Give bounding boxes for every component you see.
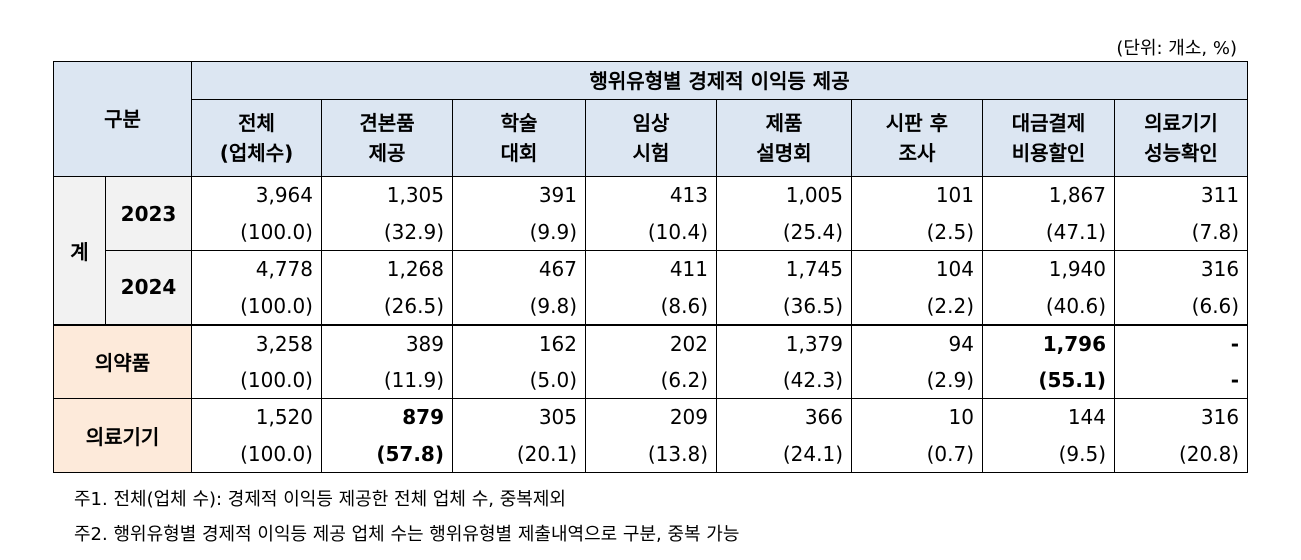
cell-value: 305 [452, 398, 586, 436]
cell-value: 411 [585, 250, 717, 288]
cell-value: 391 [452, 176, 586, 214]
col-header-total: 전체 (업체수) [191, 99, 322, 177]
cell-percent: (25.4) [716, 213, 852, 251]
cell-percent: (100.0) [191, 213, 322, 251]
cell-value: 366 [716, 398, 852, 436]
table-row: (100.0) (57.8) (20.1) (13.8) (24.1) (0.7… [54, 435, 1249, 473]
col-header-device-check: 의료기기 성능확인 [1113, 99, 1249, 177]
cell-percent: (2.9) [851, 361, 983, 399]
table-row: (100.0) (32.9) (9.9) (10.4) (25.4) (2.5)… [54, 213, 1249, 251]
cell-value: 1,745 [716, 250, 852, 288]
cell-value: 209 [585, 398, 717, 436]
header-group-label: 구분 [53, 61, 192, 177]
col-header-discount: 대금결제 비용할인 [982, 99, 1115, 177]
cell-percent: (6.6) [1113, 287, 1249, 325]
cell-value-highlight: 1,796 [982, 323, 1115, 362]
cell-value: 104 [851, 250, 983, 288]
header-super-label: 행위유형별 경제적 이익등 제공 [190, 61, 1249, 100]
footnote-1: 주1. 전체(업체 수): 경제적 이익등 제공한 전체 업체 수, 중복제외 [74, 489, 566, 510]
cell-value: 202 [585, 323, 717, 362]
cell-percent: (2.5) [851, 213, 983, 251]
table-row: 의약품 3,258 389 162 202 1,379 94 1,796 - [53, 323, 1249, 399]
cell-value: 311 [1113, 176, 1249, 214]
table-row: (100.0) (26.5) (9.8) (8.6) (36.5) (2.2) … [54, 287, 1249, 325]
cell-value: 1,520 [191, 398, 322, 436]
cell-percent: (10.4) [585, 213, 717, 251]
table-row: (100.0) (11.9) (5.0) (6.2) (42.3) (2.9) … [54, 361, 1249, 399]
cell-value: 162 [452, 323, 586, 362]
row-label-pharma: 의약품 [53, 323, 192, 399]
table-row: 의료기기 1,520 879 305 209 366 10 144 316 [53, 398, 1249, 473]
cell-percent: (40.6) [982, 287, 1115, 325]
cell-percent: (36.5) [716, 287, 852, 325]
cell-percent-highlight: (57.8) [321, 435, 453, 473]
cell-value: 1,940 [982, 250, 1115, 288]
row-label-2023: 2023 [105, 176, 192, 251]
cell-percent: (32.9) [321, 213, 453, 251]
cell-percent: (11.9) [321, 361, 453, 399]
col-header-sample: 견본품 제공 [321, 99, 453, 177]
column-header-row: 전체 (업체수) 견본품 제공 학술 대회 임상 시험 제품 설명회 시판 후 조사 대금결… [54, 99, 1249, 177]
cell-value: 101 [851, 176, 983, 214]
cell-percent: (9.5) [982, 435, 1115, 473]
cell-percent: (5.0) [452, 361, 586, 399]
cell-percent: (47.1) [982, 213, 1115, 251]
cell-value: 1,867 [982, 176, 1115, 214]
table-row: 계 2023 3,964 1,305 391 413 1,005 101 1,8… [53, 176, 1249, 325]
cell-value: 1,005 [716, 176, 852, 214]
footnote-2: 주2. 행위유형별 경제적 이익등 제공 업체 수는 행위유형별 제출내역으로 … [74, 524, 740, 545]
cell-percent: (6.2) [585, 361, 717, 399]
cell-value: 3,258 [191, 323, 322, 362]
cell-value: 4,778 [191, 250, 322, 288]
cell-value: 413 [585, 176, 717, 214]
cell-value: 144 [982, 398, 1115, 436]
cell-value: 10 [851, 398, 983, 436]
cell-value-highlight: 879 [321, 398, 453, 436]
cell-percent: (42.3) [716, 361, 852, 399]
cell-value: 316 [1113, 398, 1249, 436]
table-row: 2024 4,778 1,268 467 411 1,745 104 1,940… [54, 250, 1249, 325]
col-header-pms: 시판 후 조사 [851, 99, 983, 177]
cell-percent: (100.0) [191, 287, 322, 325]
cell-percent: (20.1) [452, 435, 586, 473]
cell-value: 1,305 [321, 176, 453, 214]
cell-percent: (24.1) [716, 435, 852, 473]
col-header-conference: 학술 대회 [452, 99, 586, 177]
col-header-clinical: 임상 시험 [585, 99, 717, 177]
data-table: 구분 행위유형별 경제적 이익등 제공 전체 (업체수) 견본품 제공 학술 대회 임… [53, 61, 1249, 473]
row-label-2024: 2024 [105, 250, 192, 325]
cell-percent: (8.6) [585, 287, 717, 325]
unit-note: (단위: 개소, %) [1116, 38, 1237, 59]
cell-percent: (13.8) [585, 435, 717, 473]
cell-percent-highlight: (55.1) [982, 361, 1115, 399]
cell-value: 3,964 [191, 176, 322, 214]
cell-value: 316 [1113, 250, 1249, 288]
cell-percent: (7.8) [1113, 213, 1249, 251]
cell-percent: - [1113, 361, 1249, 399]
cell-value: - [1113, 323, 1249, 362]
cell-value: 1,268 [321, 250, 453, 288]
cell-percent: (9.9) [452, 213, 586, 251]
cell-value: 467 [452, 250, 586, 288]
cell-value: 1,379 [716, 323, 852, 362]
cell-value: 389 [321, 323, 453, 362]
cell-percent: (26.5) [321, 287, 453, 325]
cell-percent: (20.8) [1113, 435, 1249, 473]
total-label: 계 [53, 176, 106, 325]
cell-percent: (2.2) [851, 287, 983, 325]
cell-percent: (0.7) [851, 435, 983, 473]
cell-percent: (100.0) [191, 361, 322, 399]
cell-percent: (9.8) [452, 287, 586, 325]
row-label-device: 의료기기 [53, 398, 192, 473]
cell-value: 94 [851, 323, 983, 362]
col-header-briefing: 제품 설명회 [716, 99, 852, 177]
cell-percent: (100.0) [191, 435, 322, 473]
